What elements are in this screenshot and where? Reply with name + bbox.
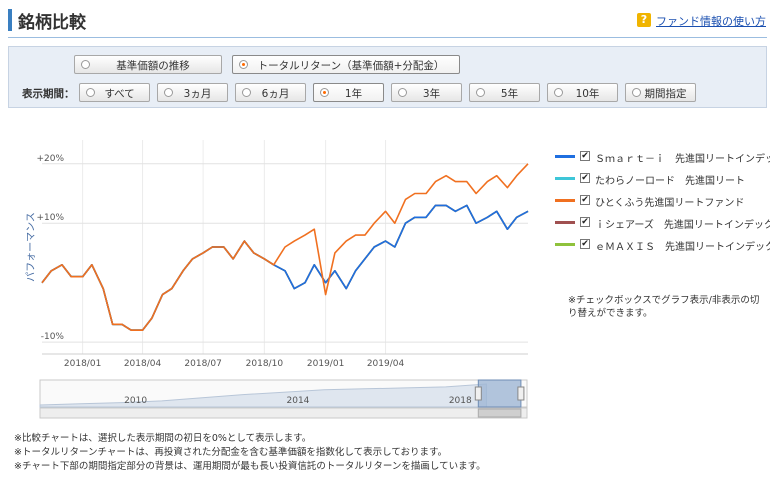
radio-icon: [86, 88, 95, 97]
legend-checkbox[interactable]: ✔: [580, 151, 590, 161]
period-button-custom[interactable]: 期間指定: [625, 83, 696, 102]
mode-button-label: 基準価額の推移: [116, 60, 190, 72]
mode-button-nav[interactable]: 基準価額の推移: [74, 55, 222, 74]
help-icon[interactable]: ?: [637, 13, 651, 27]
page-title: 銘柄比較: [18, 13, 86, 33]
y-tick-label: +10%: [36, 213, 64, 223]
period-button-10y[interactable]: 10年: [547, 83, 618, 102]
mode-button-label: トータルリターン（基準価額+分配金）: [257, 60, 445, 72]
y-tick-label: -10%: [41, 332, 65, 342]
y-tick-label: +20%: [36, 154, 64, 164]
period-button-3y[interactable]: 3年: [391, 83, 462, 102]
navigator-handle-right: [517, 386, 525, 401]
period-button-label: 5年: [500, 88, 519, 100]
period-button-label: 期間指定: [644, 88, 687, 100]
radio-icon: [476, 88, 485, 97]
footnotes: ※比較チャートは、選択した表示期間の初日を0%として表示します。 ※トータルリタ…: [14, 432, 486, 474]
series-line-4: [41, 204, 529, 331]
legend-swatch: [555, 177, 575, 180]
navigator-selection: [477, 379, 522, 408]
x-tick-label: 2019/04: [367, 359, 405, 369]
navigator-label: 2014: [287, 396, 310, 406]
navigator-label: 2010: [124, 396, 147, 406]
series-line-2: [41, 163, 529, 331]
radio-icon: [164, 88, 173, 97]
period-button-label: すべて: [104, 88, 135, 100]
radio-icon: [81, 60, 90, 69]
radio-icon: [398, 88, 407, 97]
legend-label: ひとくふう先進国リートファンド: [595, 198, 745, 208]
period-label: 表示期間：: [22, 88, 75, 100]
period-button-label: 3年: [422, 88, 441, 100]
series-line-3: [41, 204, 529, 331]
period-button-6m[interactable]: 6ヵ月: [235, 83, 306, 102]
radio-icon: [554, 88, 563, 97]
legend-swatch: [555, 243, 575, 246]
title-accent-bar: [8, 9, 12, 31]
footnote: ※比較チャートは、選択した表示期間の初日を0%として表示します。: [14, 433, 312, 444]
period-button-3m[interactable]: 3ヵ月: [157, 83, 228, 102]
legend-note: ※チェックボックスでグラフ表示/非表示の切り替えができます。: [568, 295, 760, 319]
x-tick-label: 2018/04: [124, 359, 162, 369]
period-button-all[interactable]: すべて: [79, 83, 150, 102]
legend-label: ｉシェアーズ 先進国リートインデックス: [595, 220, 770, 230]
legend-label: ｅＭＡＸＩＳ 先進国リートインデックス: [595, 242, 770, 252]
legend-item: ✔ たわらノーロード 先進国リート: [555, 172, 770, 186]
x-tick-label: 2018/07: [184, 359, 221, 369]
x-tick-label: 2018/10: [246, 359, 284, 369]
series-line-1: [41, 204, 529, 331]
legend-label: たわらノーロード 先進国リート: [595, 176, 745, 186]
mode-button-total-return[interactable]: トータルリターン（基準価額+分配金）: [232, 55, 460, 74]
legend-swatch: [555, 221, 575, 224]
legend-item: ✔ ひとくふう先進国リートファンド: [555, 194, 770, 208]
period-button-5y[interactable]: 5年: [469, 83, 540, 102]
navigator-handle-left: [474, 386, 482, 401]
radio-icon: [632, 88, 641, 97]
performance-chart: 2018/01 2018/04 2018/07 2018/10 2019/01 2019/…: [25, 140, 529, 419]
radio-selected-icon: [320, 88, 329, 97]
legend-checkbox[interactable]: ✔: [580, 217, 590, 227]
legend-checkbox[interactable]: ✔: [580, 173, 590, 183]
y-axis-label: パフォーマンス: [25, 212, 37, 282]
navigator-scroll-thumb: [477, 408, 522, 418]
help-link[interactable]: ファンド情報の使い方: [656, 15, 766, 28]
radio-icon: [242, 88, 251, 97]
navigator-scrollbar: [39, 407, 528, 419]
radio-selected-icon: [239, 60, 248, 69]
header: 銘柄比較 ? ファンド情報の使い方: [0, 0, 775, 38]
legend-item: ✔ ｉシェアーズ 先進国リートインデックス: [555, 216, 770, 230]
x-tick-label: 2019/01: [307, 359, 344, 369]
title-divider: [8, 37, 767, 38]
period-button-label: 3ヵ月: [183, 88, 212, 100]
series-line-0: [41, 204, 529, 331]
legend-swatch: [555, 199, 575, 202]
period-button-label: 6ヵ月: [261, 88, 290, 100]
legend-swatch: [555, 155, 575, 158]
legend-checkbox[interactable]: ✔: [580, 195, 590, 205]
legend-item: ✔ ｅＭＡＸＩＳ 先進国リートインデックス: [555, 238, 770, 252]
period-button-1y[interactable]: 1年: [313, 83, 384, 102]
navigator-label: 2018: [449, 396, 472, 406]
x-tick-label: 2018/01: [64, 359, 101, 369]
period-button-label: 10年: [575, 88, 600, 100]
navigator-area: [39, 383, 487, 408]
period-button-label: 1年: [344, 88, 363, 100]
footnote: ※チャート下部の期間指定部分の背景は、運用期間が最も長い投資信託のトータルリター…: [14, 461, 486, 472]
legend-item: ✔ Ｓｍａｒｔ－ｉ 先進国リートインデックス: [555, 150, 770, 164]
footnote: ※トータルリターンチャートは、再投資された分配金を含む基準価額を指数化して表示し…: [14, 447, 448, 458]
legend-label: Ｓｍａｒｔ－ｉ 先進国リートインデックス: [595, 154, 770, 164]
legend-checkbox[interactable]: ✔: [580, 239, 590, 249]
